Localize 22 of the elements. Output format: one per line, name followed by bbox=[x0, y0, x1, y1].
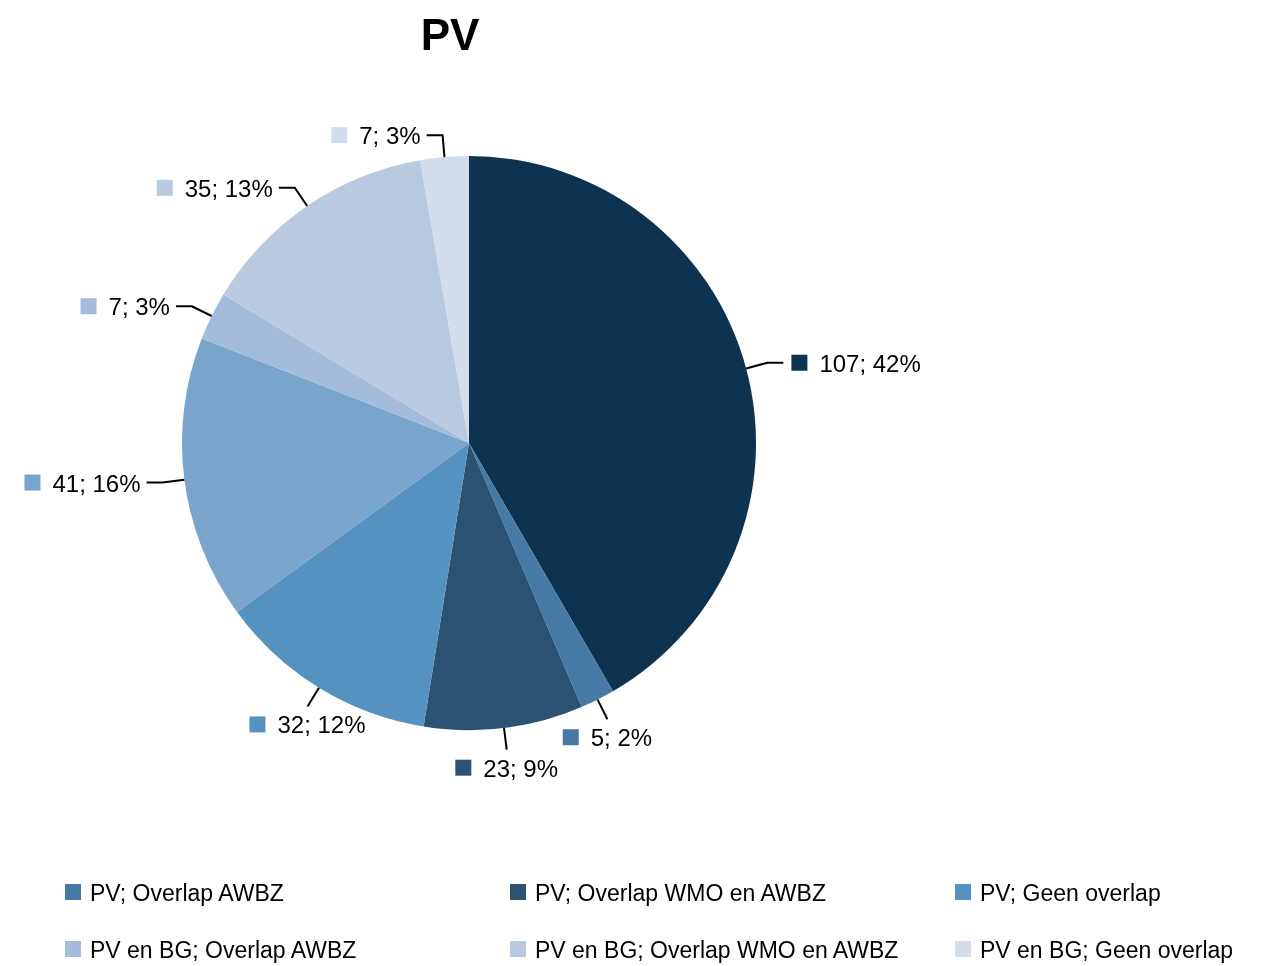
data-label: 107; 42% bbox=[819, 349, 921, 377]
pie-slice bbox=[223, 160, 469, 443]
pie-slice bbox=[423, 443, 582, 730]
legend-label: PV; Overlap AWBZ bbox=[90, 880, 284, 906]
data-label: 7; 3% bbox=[108, 293, 170, 321]
data-label: 32; 12% bbox=[277, 711, 366, 739]
data-label: 23; 9% bbox=[483, 754, 559, 782]
pie-slice bbox=[420, 156, 469, 443]
data-label: 7; 3% bbox=[359, 122, 421, 150]
legend-label: PV; Overlap WMO en AWBZ bbox=[535, 880, 826, 906]
data-label: 5; 2% bbox=[590, 724, 653, 752]
chart-title: PV bbox=[420, 10, 480, 59]
legend-label: PV en BG; Overlap AWBZ bbox=[90, 937, 357, 963]
pie-slice bbox=[469, 156, 756, 692]
pie-slice bbox=[182, 338, 469, 612]
pie-slice bbox=[469, 443, 614, 707]
legend-label: PV en BG; Geen overlap bbox=[980, 937, 1234, 963]
data-label: 35; 13% bbox=[184, 174, 273, 202]
pie-slice bbox=[201, 294, 469, 443]
legend-label: PV; Geen overlap bbox=[980, 880, 1161, 906]
data-label: 41; 16% bbox=[52, 469, 141, 497]
legend-label: PV en BG; Overlap WMO en AWBZ bbox=[535, 937, 899, 963]
